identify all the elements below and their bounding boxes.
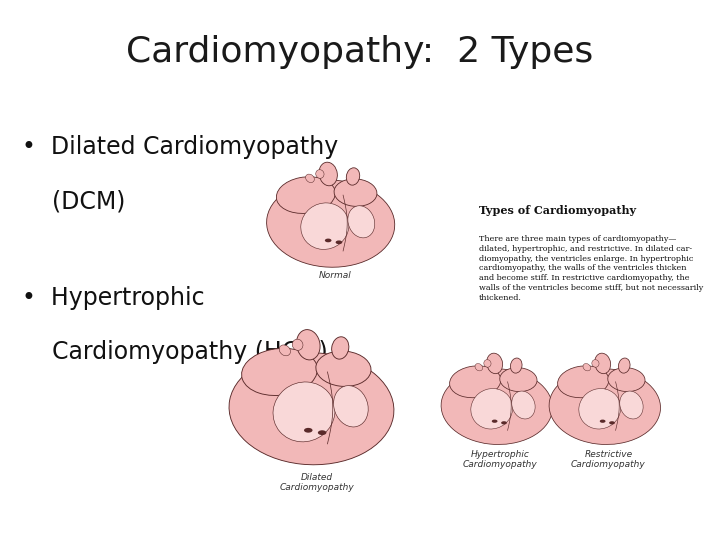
Ellipse shape: [492, 420, 498, 423]
Ellipse shape: [595, 353, 611, 374]
Ellipse shape: [475, 363, 482, 371]
Ellipse shape: [510, 358, 522, 373]
Ellipse shape: [318, 430, 326, 435]
Ellipse shape: [273, 382, 335, 442]
Ellipse shape: [348, 206, 374, 238]
Ellipse shape: [334, 179, 377, 206]
Ellipse shape: [346, 168, 360, 185]
Ellipse shape: [484, 360, 491, 367]
Ellipse shape: [316, 351, 371, 387]
Ellipse shape: [242, 348, 318, 395]
Text: Restrictive
Cardiomyopathy: Restrictive Cardiomyopathy: [571, 450, 646, 469]
Text: Cardiomyopathy:  2 Types: Cardiomyopathy: 2 Types: [127, 35, 593, 69]
Ellipse shape: [305, 174, 315, 183]
Ellipse shape: [332, 337, 348, 359]
Ellipse shape: [449, 366, 501, 398]
Ellipse shape: [609, 421, 615, 424]
Ellipse shape: [471, 389, 513, 429]
Ellipse shape: [618, 358, 630, 373]
Ellipse shape: [592, 360, 599, 367]
Ellipse shape: [487, 353, 503, 374]
Text: Normal: Normal: [318, 272, 351, 280]
Ellipse shape: [441, 369, 552, 444]
Ellipse shape: [304, 428, 312, 433]
Ellipse shape: [229, 353, 394, 465]
Ellipse shape: [292, 339, 303, 350]
Ellipse shape: [266, 180, 395, 267]
Ellipse shape: [297, 329, 320, 360]
Text: Dilated
Cardiomyopathy: Dilated Cardiomyopathy: [279, 472, 354, 492]
Ellipse shape: [319, 162, 338, 186]
Ellipse shape: [316, 170, 324, 178]
Ellipse shape: [512, 391, 535, 419]
Ellipse shape: [500, 368, 537, 392]
Ellipse shape: [336, 240, 342, 244]
Ellipse shape: [501, 421, 507, 424]
Text: •  Dilated Cardiomyopathy: • Dilated Cardiomyopathy: [22, 135, 338, 159]
Ellipse shape: [301, 203, 349, 249]
Text: Hypertrophic
Cardiomyopathy: Hypertrophic Cardiomyopathy: [463, 450, 538, 469]
Ellipse shape: [276, 177, 336, 213]
Ellipse shape: [549, 369, 660, 444]
Ellipse shape: [279, 345, 290, 356]
Text: There are three main types of cardiomyopathy—
dilated, hypertrophic, and restric: There are three main types of cardiomyop…: [479, 235, 703, 302]
Text: •  Hypertrophic: • Hypertrophic: [22, 286, 204, 310]
Ellipse shape: [325, 239, 331, 242]
Ellipse shape: [600, 420, 606, 423]
Text: (DCM): (DCM): [22, 189, 125, 213]
Ellipse shape: [620, 391, 643, 419]
Ellipse shape: [333, 386, 368, 427]
Text: Cardiomyopathy (HCM): Cardiomyopathy (HCM): [22, 340, 328, 364]
Ellipse shape: [557, 366, 609, 398]
Ellipse shape: [608, 368, 645, 392]
Ellipse shape: [579, 389, 621, 429]
Ellipse shape: [583, 363, 590, 371]
Text: Types of Cardiomyopathy: Types of Cardiomyopathy: [479, 205, 636, 216]
